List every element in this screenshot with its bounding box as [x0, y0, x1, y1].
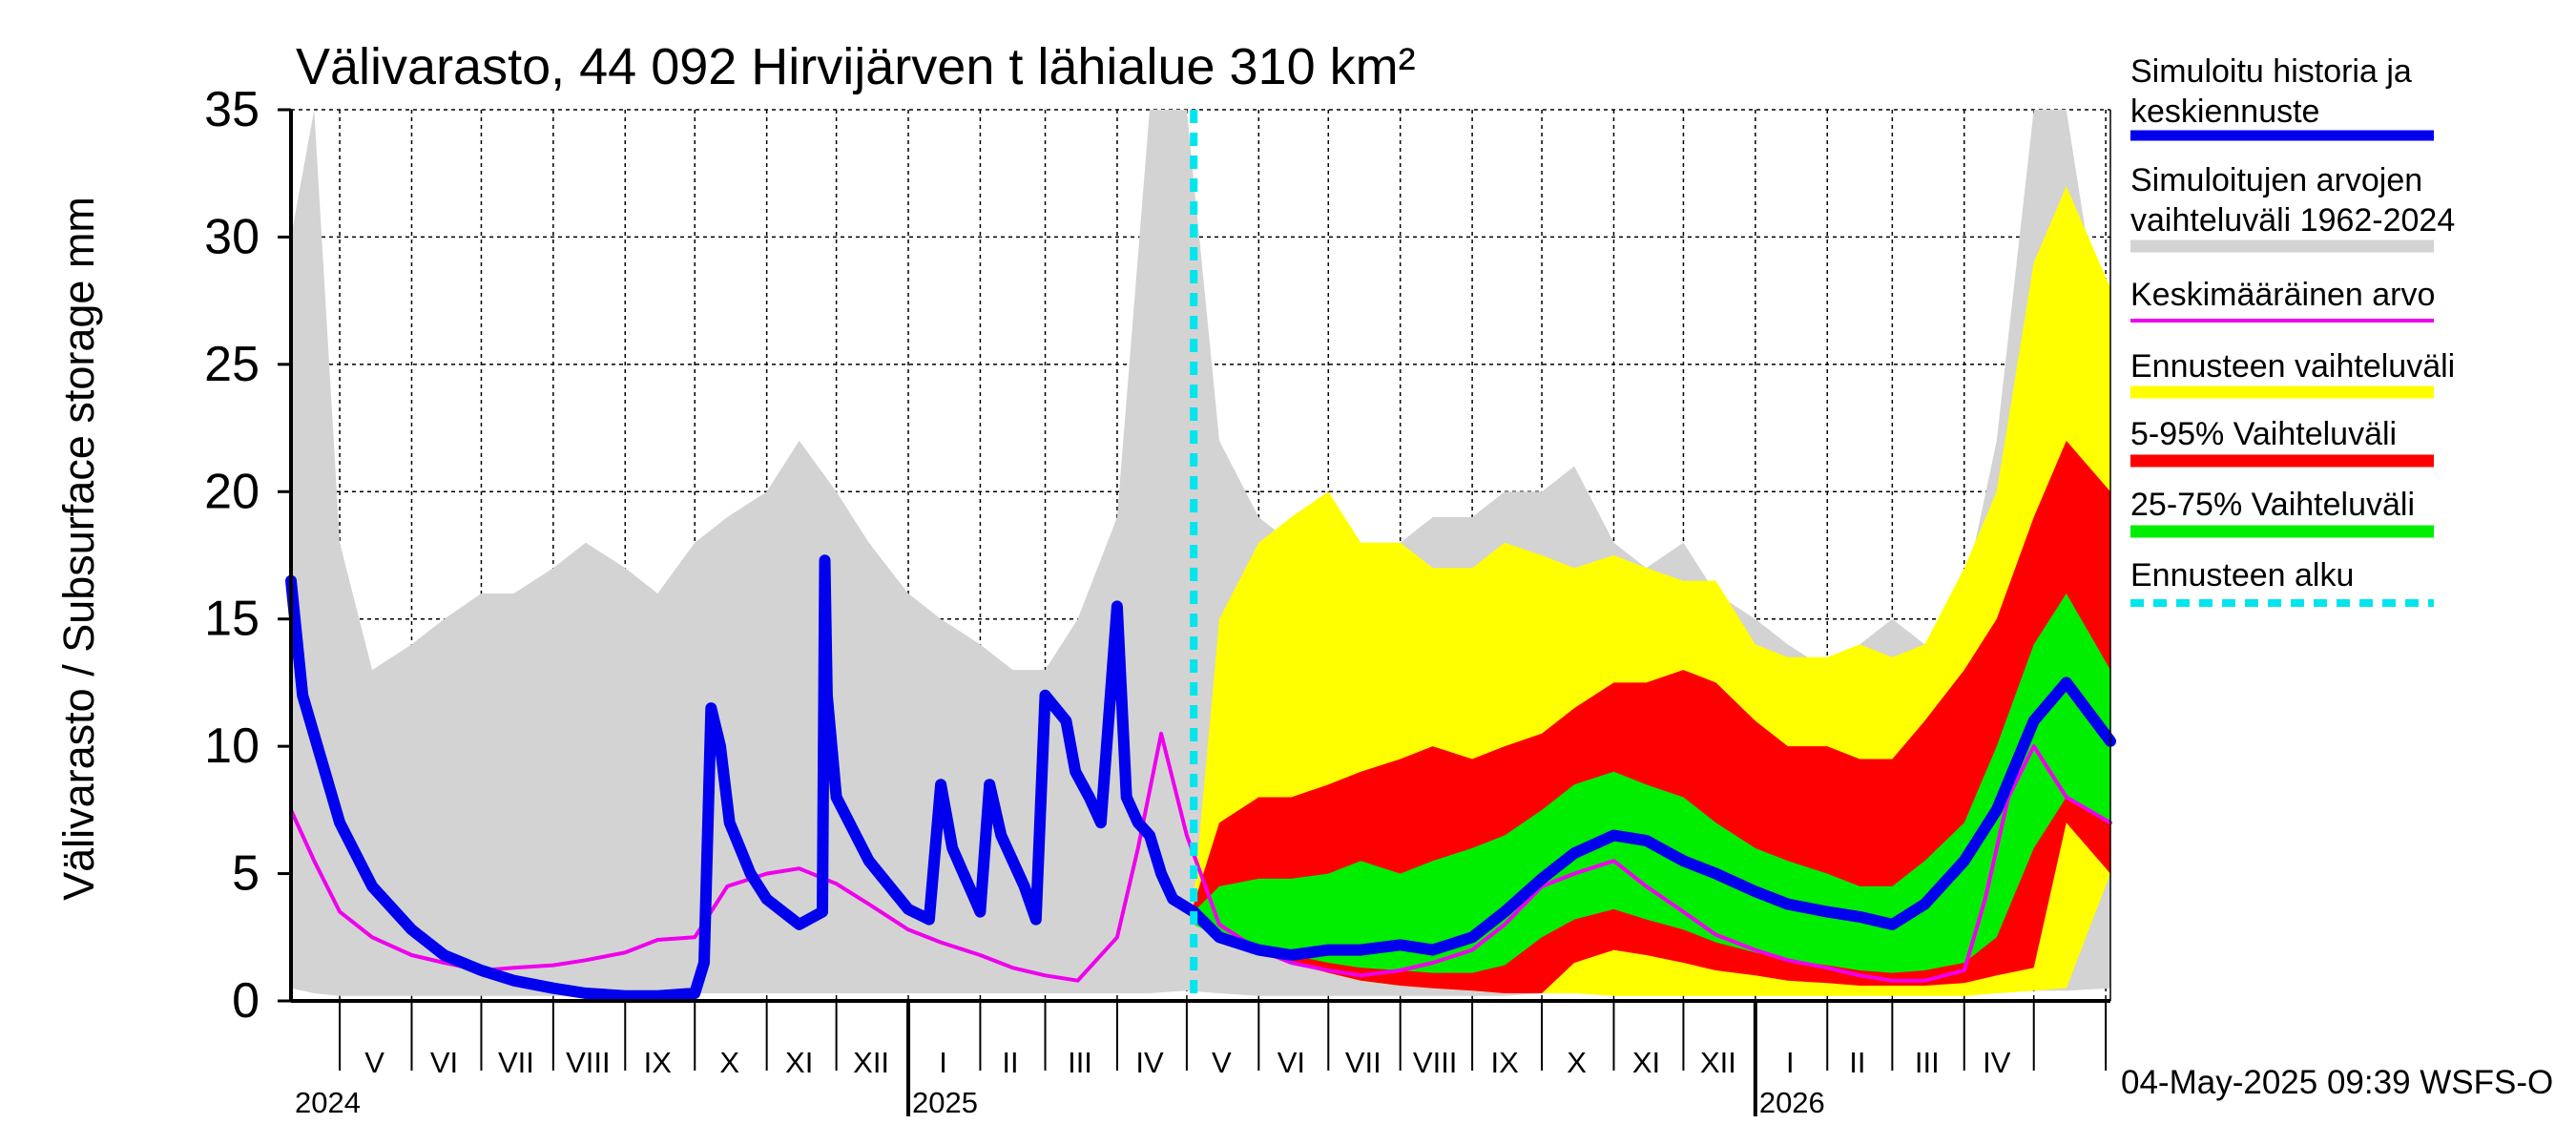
- legend-item: Simuloitu historia ja keskiennuste: [2130, 53, 2434, 141]
- month-label: II: [1849, 1046, 1865, 1079]
- month-label: VIII: [566, 1046, 611, 1079]
- legend-label-line: Ennusteen vaihteluväli: [2130, 348, 2455, 385]
- chart-title: Välivarasto, 44 092 Hirvijärven t lähial…: [296, 38, 1416, 95]
- legend-item: 5-95% Vaihteluväli: [2130, 416, 2434, 468]
- legend-item: Keskimääräinen arvo: [2130, 277, 2435, 323]
- month-label: V: [364, 1046, 384, 1079]
- legend-item: Ennusteen vaihteluväli: [2130, 348, 2455, 399]
- month-label: VI: [1278, 1046, 1305, 1079]
- month-label: XII: [853, 1046, 889, 1079]
- month-label: III: [1068, 1046, 1092, 1079]
- y-tick-label: 20: [204, 464, 260, 519]
- y-tick-label: 25: [204, 337, 260, 392]
- month-label: VIII: [1413, 1046, 1458, 1079]
- legend-label-line: Simuloitujen arvojen: [2130, 162, 2422, 198]
- series-simulated-line: [285, 554, 2116, 1002]
- legend-item: Ennusteen alku: [2130, 557, 2434, 607]
- series-forecast-25-75: [1194, 593, 2110, 973]
- month-label: X: [1567, 1046, 1587, 1079]
- legend-label-line: 5-95% Vaihteluväli: [2130, 416, 2397, 452]
- legend-label: Simuloitujen arvojen vaihteluväli 1962-20…: [2130, 162, 2455, 239]
- legend-label-line: Simuloitu historia ja: [2130, 53, 2412, 90]
- month-label: XI: [1632, 1046, 1660, 1079]
- legend-label: Ennusteen alku: [2130, 557, 2354, 593]
- month-label: VII: [1345, 1046, 1381, 1079]
- series-forecast-5-95: [1194, 440, 2110, 993]
- series-mean-line: [289, 731, 2112, 983]
- legend: Simuloitu historia ja keskiennusteSimuloi…: [2130, 53, 2455, 607]
- month-label: II: [1002, 1046, 1018, 1079]
- month-label: I: [1786, 1046, 1795, 1079]
- legend-label-line: Keskimääräinen arvo: [2130, 277, 2435, 313]
- y-tick-label: 30: [204, 209, 260, 264]
- y-axis-label: Välivarasto / Subsurface storage mm: [54, 197, 103, 901]
- month-label: IX: [1490, 1046, 1519, 1079]
- month-label: V: [1212, 1046, 1232, 1079]
- month-label: XI: [785, 1046, 813, 1079]
- y-tick-label: 15: [204, 592, 260, 647]
- month-label: VI: [430, 1046, 458, 1079]
- year-label: 2024: [295, 1086, 361, 1119]
- series-layer: [285, 110, 2116, 1002]
- month-label: X: [719, 1046, 739, 1079]
- legend-label-line: Ennusteen alku: [2130, 557, 2354, 593]
- month-label: IV: [1135, 1046, 1164, 1079]
- legend-label: Simuloitu historia ja keskiennuste: [2130, 53, 2412, 130]
- legend-label-line: 25-75% Vaihteluväli: [2130, 487, 2415, 523]
- month-label: XII: [1700, 1046, 1736, 1079]
- year-label: 2026: [1759, 1086, 1825, 1119]
- legend-item: 25-75% Vaihteluväli: [2130, 487, 2434, 538]
- y-tick-label: 35: [204, 82, 260, 137]
- month-label: III: [1915, 1046, 1940, 1079]
- y-tick-label: 0: [232, 973, 260, 1029]
- timestamp: 04-May-2025 09:39 WSFS-O: [2121, 1064, 2553, 1101]
- legend-label: 5-95% Vaihteluväli: [2130, 416, 2397, 452]
- legend-label: 25-75% Vaihteluväli: [2130, 487, 2415, 523]
- legend-label-line: keskiennuste: [2130, 94, 2319, 130]
- legend-item: Simuloitujen arvojen vaihteluväli 1962-20…: [2130, 162, 2455, 253]
- year-label: 2025: [912, 1086, 978, 1119]
- month-label: IV: [1983, 1046, 2011, 1079]
- y-tick-label: 5: [232, 846, 260, 902]
- month-label: VII: [498, 1046, 534, 1079]
- axes: [278, 108, 2111, 1116]
- legend-label: Ennusteen vaihteluväli: [2130, 348, 2455, 385]
- month-label: I: [939, 1046, 947, 1079]
- legend-label-line: vaihteluväli 1962-2024: [2130, 202, 2455, 239]
- y-tick-label: 10: [204, 718, 260, 774]
- month-label: IX: [644, 1046, 673, 1079]
- legend-label: Keskimääräinen arvo: [2130, 277, 2435, 313]
